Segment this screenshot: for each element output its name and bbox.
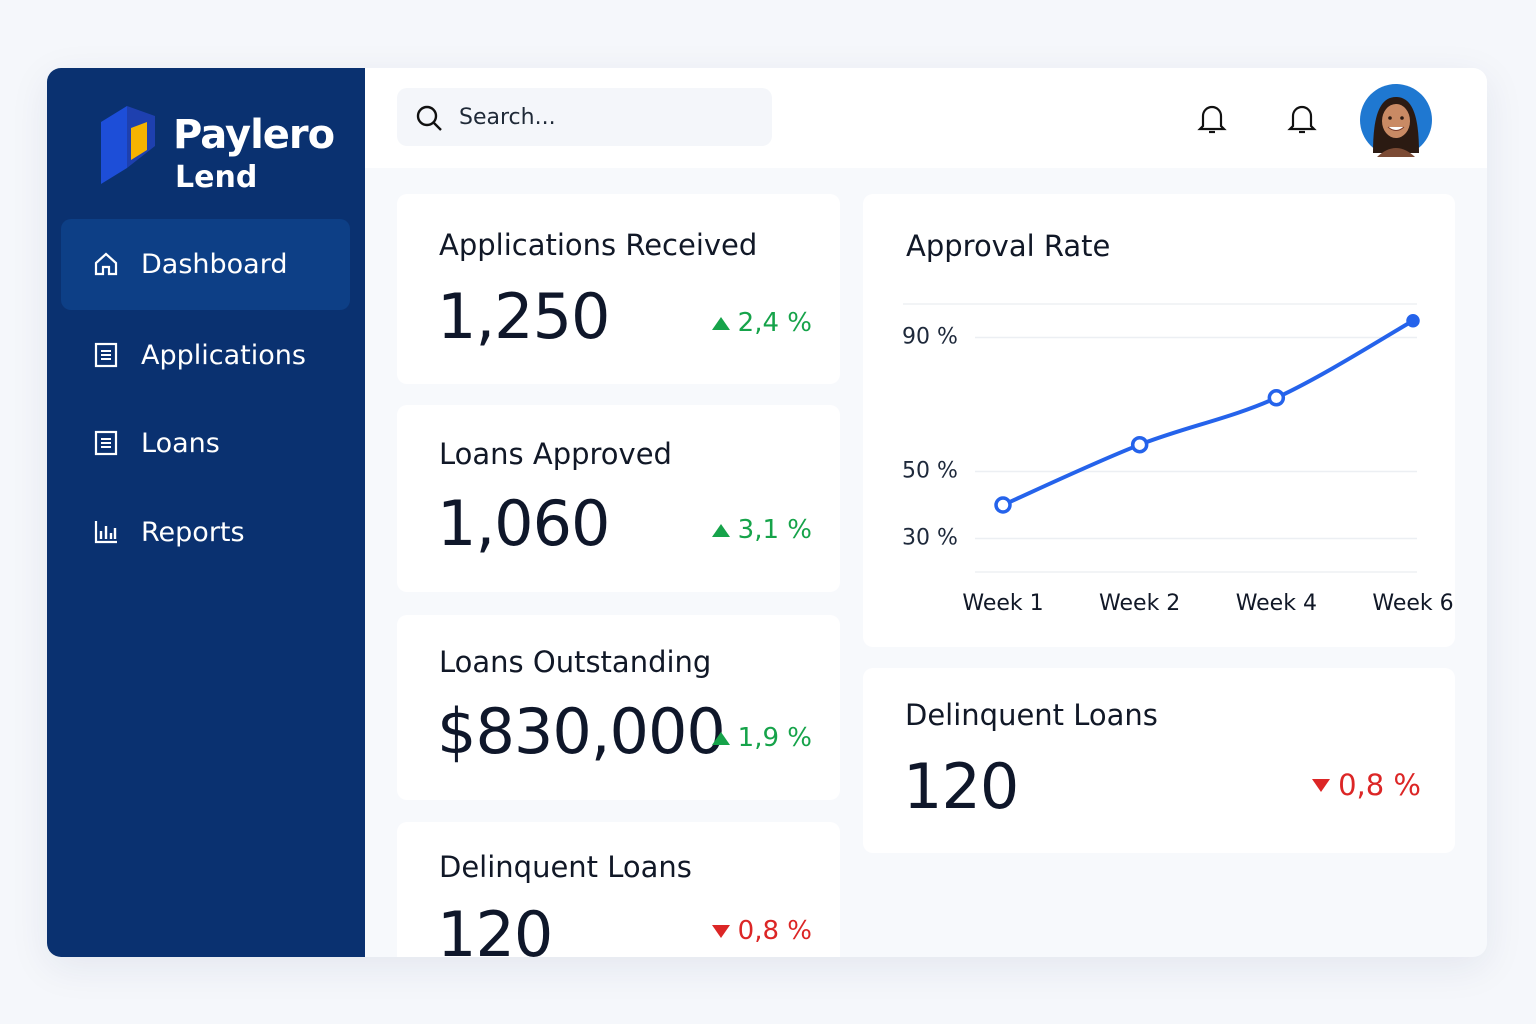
search-placeholder: Search... xyxy=(459,104,556,130)
kpi-card: Delinquent Loans 120 0,8 % xyxy=(863,668,1455,853)
home-icon xyxy=(94,252,118,276)
kpi-change: 0,8 % xyxy=(711,916,812,946)
nav-label: Applications xyxy=(141,340,306,371)
kpi-value: $830,000 xyxy=(437,695,726,768)
kpi-card: Loans Outstanding $830,000 1,9 % xyxy=(397,615,840,800)
kpi-title: Loans Approved xyxy=(439,437,672,471)
nav-label: Loans xyxy=(141,428,220,459)
kpi-change: 0,8 % xyxy=(1312,768,1421,802)
kpi-title: Delinquent Loans xyxy=(905,698,1158,732)
trend-arrow xyxy=(711,523,730,537)
nav-label: Dashboard xyxy=(141,249,288,280)
kpi-value: 120 xyxy=(903,750,1019,823)
nav-item[interactable]: Loans xyxy=(61,398,350,489)
kpi-change-text: 0,8 % xyxy=(1338,768,1421,802)
trend-arrow xyxy=(1312,778,1331,792)
kpi-value: 1,060 xyxy=(437,487,610,560)
trend-arrow xyxy=(711,731,730,745)
kpi-card: Applications Received 1,250 2,4 % xyxy=(397,194,840,384)
search-icon xyxy=(416,105,442,131)
doc-icon xyxy=(94,430,118,456)
y-tick-label: 50 % xyxy=(902,459,958,484)
x-tick-label: Week 6 xyxy=(1372,591,1453,616)
x-tick-label: Week 4 xyxy=(1236,591,1317,616)
trend-arrow xyxy=(711,924,730,938)
data-point xyxy=(1130,435,1149,454)
brand-name: Paylero xyxy=(173,112,335,158)
x-tick-label: Week 1 xyxy=(962,591,1043,616)
line-chart: Approval Rate 30 % 50 % 90 % Week 1 Week 2 We… xyxy=(902,229,1454,616)
nav-item[interactable]: Reports xyxy=(61,487,350,578)
brand-sub: Lend xyxy=(175,160,258,195)
data-point xyxy=(1406,314,1420,328)
bell-icon[interactable] xyxy=(1197,102,1227,136)
chart-icon xyxy=(94,521,117,544)
kpi-card: Delinquent Loans 120 0,8 % xyxy=(397,822,840,957)
kpi-value: 1,250 xyxy=(437,280,610,353)
series-line xyxy=(1002,319,1414,507)
kpi-title: Delinquent Loans xyxy=(439,850,692,884)
kpi-change-text: 1,9 % xyxy=(737,723,812,753)
kpi-change: 1,9 % xyxy=(711,723,812,753)
top-bar: Search... xyxy=(365,68,1487,168)
kpi-change-text: 2,4 % xyxy=(737,308,812,338)
y-tick-label: 90 % xyxy=(902,325,958,350)
y-tick-label: 30 % xyxy=(902,526,958,551)
kpi-change-text: 3,1 % xyxy=(737,515,812,545)
user-avatar[interactable] xyxy=(1359,83,1433,157)
kpi-title: Applications Received xyxy=(439,228,758,262)
kpi-title: Loans Outstanding xyxy=(439,645,712,679)
logo-icon xyxy=(101,106,155,184)
doc-icon xyxy=(94,342,118,368)
x-tick-label: Week 2 xyxy=(1099,591,1180,616)
kpi-change-text: 0,8 % xyxy=(737,916,812,946)
data-point xyxy=(994,496,1012,514)
app-frame: Paylero Lend Dashboard Applications Loan… xyxy=(47,68,1487,957)
kpi-change: 2,4 % xyxy=(711,308,812,338)
data-point xyxy=(1267,389,1286,407)
search-box[interactable]: Search... xyxy=(397,88,772,146)
chart-title: Approval Rate xyxy=(906,229,1110,263)
chart-card: Approval Rate 30 % 50 % 90 % Week 1 Week 2 We… xyxy=(863,194,1455,647)
kpi-card: Loans Approved 1,060 3,1 % xyxy=(397,405,840,592)
nav-label: Reports xyxy=(141,517,245,548)
nav-item[interactable]: Dashboard xyxy=(61,219,350,310)
trend-arrow xyxy=(711,316,730,330)
kpi-value: 120 xyxy=(437,898,553,957)
nav-item[interactable]: Applications xyxy=(61,310,350,401)
kpi-change: 3,1 % xyxy=(711,515,812,545)
sidebar: Paylero Lend Dashboard Applications Loan… xyxy=(47,68,365,957)
bell-icon[interactable] xyxy=(1287,102,1317,136)
